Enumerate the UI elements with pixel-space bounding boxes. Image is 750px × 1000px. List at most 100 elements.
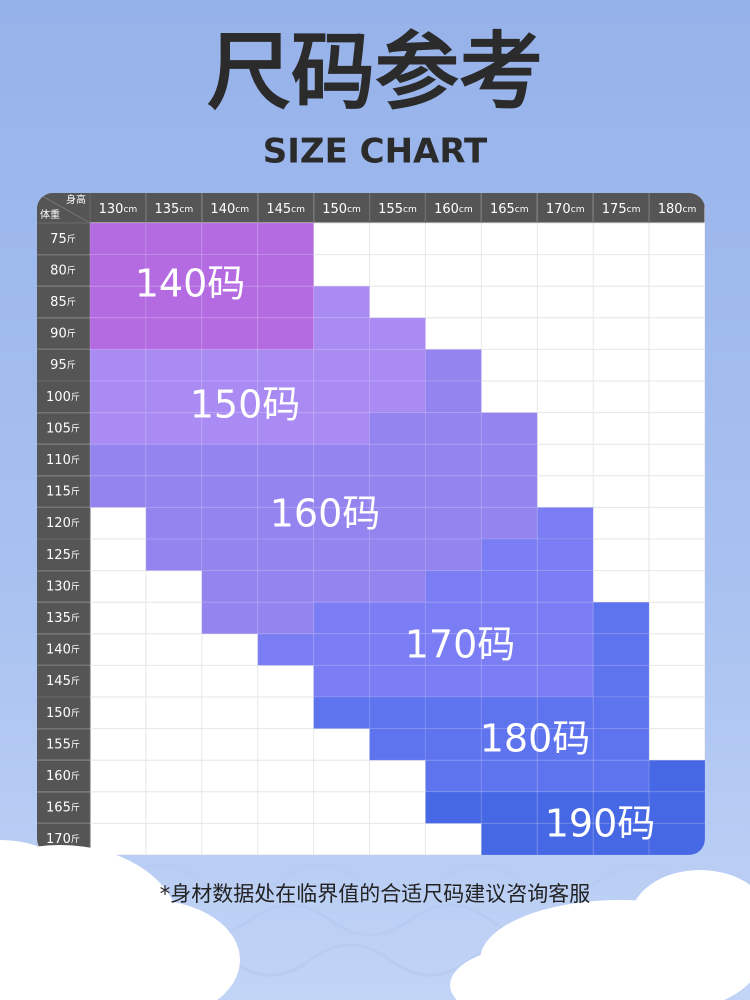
size-cell — [480, 601, 538, 635]
size-region — [257, 506, 594, 698]
size-cell — [201, 538, 259, 572]
size-cell — [424, 412, 482, 445]
size-cell — [201, 348, 259, 382]
row-header: 160斤 — [46, 769, 80, 784]
size-cell — [201, 443, 259, 477]
size-cell — [257, 475, 315, 508]
size-cell — [424, 664, 482, 698]
size-cell — [313, 633, 371, 666]
row-header: 115斤 — [46, 484, 80, 499]
size-cell — [648, 822, 705, 855]
size-cell — [369, 348, 426, 382]
size-cell — [201, 380, 259, 414]
size-cell — [257, 412, 315, 445]
size-cell — [89, 380, 147, 414]
column-header: 160cm — [434, 202, 473, 217]
size-cell — [313, 601, 371, 635]
row-header: 90斤 — [50, 326, 76, 341]
size-cell — [257, 633, 315, 666]
size-cell — [89, 475, 147, 508]
size-cell — [201, 506, 259, 540]
size-label: 160码 — [270, 492, 381, 536]
row-header: 155斤 — [46, 737, 80, 752]
column-header: 165cm — [490, 202, 529, 217]
size-cell — [592, 791, 650, 824]
size-cell — [369, 664, 426, 698]
size-cell — [536, 570, 594, 603]
size-cell — [313, 443, 371, 477]
size-cell — [424, 791, 482, 824]
footnote: *身材数据处在临界值的合适尺码建议咨询客服 — [160, 882, 591, 906]
size-cell — [257, 506, 315, 540]
size-cell — [313, 570, 371, 603]
size-label: 140码 — [135, 262, 246, 306]
corner-bottom-label: 体重 — [40, 208, 60, 221]
size-cell — [369, 696, 426, 730]
row-header: 75斤 — [50, 231, 76, 246]
size-cell — [89, 222, 147, 256]
size-cell — [145, 317, 203, 350]
size-cell — [648, 791, 705, 824]
size-cell — [480, 412, 538, 445]
size-cell — [369, 633, 426, 666]
size-cell — [648, 759, 705, 793]
size-cell — [257, 570, 315, 603]
size-cell — [592, 633, 650, 666]
size-cell — [201, 475, 259, 508]
size-cell — [89, 317, 147, 350]
row-header: 95斤 — [50, 358, 76, 373]
size-cell — [480, 506, 538, 540]
row-header: 140斤 — [46, 642, 80, 657]
size-cell — [145, 506, 203, 540]
size-cell — [424, 348, 482, 382]
size-cell — [89, 443, 147, 477]
size-cell — [424, 570, 482, 603]
header-col-bg — [37, 193, 90, 855]
size-cell — [257, 538, 315, 572]
size-cell — [89, 285, 147, 319]
size-cell — [201, 254, 259, 287]
size-label: 170码 — [405, 623, 516, 667]
size-cell — [257, 285, 315, 319]
size-cell — [424, 633, 482, 666]
size-cell — [480, 475, 538, 508]
size-cell — [369, 412, 426, 445]
title: 尺码参考 — [207, 23, 543, 121]
size-cell — [257, 317, 315, 350]
size-cell — [201, 317, 259, 350]
size-cell — [369, 443, 426, 477]
row-header: 135斤 — [46, 611, 80, 626]
size-cell — [480, 664, 538, 698]
size-cell — [313, 696, 371, 730]
size-cell — [369, 728, 426, 761]
row-header: 145斤 — [46, 674, 80, 689]
corner-top-label: 身高 — [66, 193, 86, 206]
column-header: 170cm — [546, 202, 585, 217]
size-cell — [424, 506, 482, 540]
size-cell — [536, 696, 594, 730]
size-cell — [257, 222, 315, 256]
size-cell — [257, 348, 315, 382]
size-cell — [89, 254, 147, 287]
size-cell — [313, 538, 371, 572]
size-cell — [536, 506, 594, 540]
size-cell — [424, 380, 482, 414]
size-cell — [424, 538, 482, 572]
size-region — [313, 601, 650, 793]
size-cell — [369, 538, 426, 572]
size-cell — [369, 601, 426, 635]
column-header: 175cm — [602, 202, 641, 217]
size-cell — [592, 696, 650, 730]
row-header: 170斤 — [46, 832, 80, 847]
size-cell — [145, 538, 203, 572]
size-cell — [592, 601, 650, 635]
size-cell — [369, 317, 426, 350]
size-cell — [201, 222, 259, 256]
row-header: 100斤 — [46, 389, 80, 404]
size-cell — [313, 380, 371, 414]
size-cell — [201, 601, 259, 635]
size-cell — [369, 570, 426, 603]
size-cell — [480, 791, 538, 824]
